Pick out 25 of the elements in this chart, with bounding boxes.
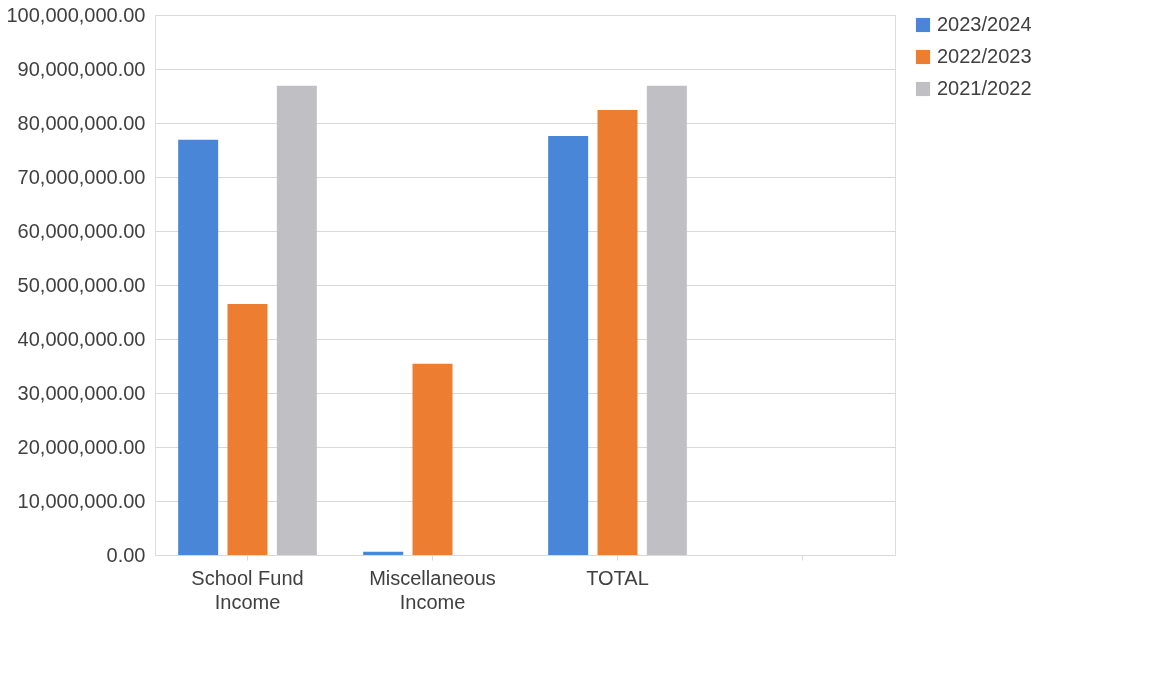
bar — [597, 110, 638, 555]
x-tick-label: Miscellaneous Income — [369, 566, 496, 613]
x-tick-label: TOTAL — [586, 566, 649, 589]
bar — [363, 551, 404, 555]
y-tick-label: 30,000,000.00 — [17, 381, 146, 404]
y-tick-label: 0.00 — [106, 543, 146, 566]
y-tick-label: 60,000,000.00 — [17, 219, 146, 242]
bar — [412, 363, 453, 555]
bar — [178, 139, 219, 555]
x-tick-label: School Fund Income — [191, 566, 304, 613]
y-tick-label: 100,000,000.00 — [6, 3, 146, 26]
y-tick-label: 40,000,000.00 — [17, 327, 146, 350]
y-tick-label: 90,000,000.00 — [17, 57, 146, 80]
bar — [646, 85, 687, 555]
bar — [548, 135, 589, 555]
legend-label: 2021/2022 — [937, 77, 1032, 99]
legend-label: 2022/2023 — [937, 45, 1032, 67]
y-tick-label: 10,000,000.00 — [17, 489, 146, 512]
legend-label: 2023/2024 — [937, 13, 1032, 35]
y-tick-label: 50,000,000.00 — [17, 273, 146, 296]
y-tick-label: 70,000,000.00 — [17, 165, 146, 188]
bar — [276, 85, 317, 555]
y-tick-label: 80,000,000.00 — [17, 111, 146, 134]
bar — [227, 303, 268, 555]
y-tick-label: 20,000,000.00 — [17, 435, 146, 458]
